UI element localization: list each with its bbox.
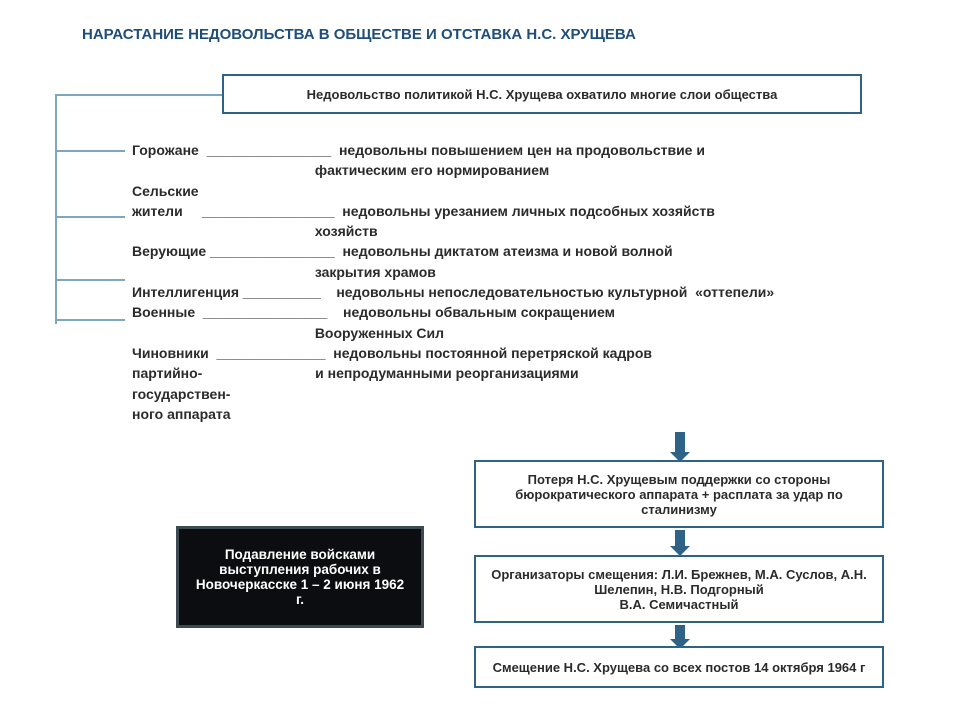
connector-top (55, 94, 222, 96)
connector-row-1 (55, 150, 125, 152)
arrow-down-icon (675, 625, 685, 639)
list-row: Военные ________________ недовольны обва… (132, 302, 902, 322)
list-row-cont: фактическим его нормированием (132, 160, 902, 180)
list-row: Верующие ________________ недовольны дик… (132, 241, 902, 261)
list-row: партийно- и непродуманными реорганизация… (132, 363, 902, 383)
list-row-cont: Вооруженных Сил (132, 323, 902, 343)
list-row: Интеллигенция __________ недовольны непо… (132, 282, 902, 302)
loss-support-box: Потеря Н.С. Хрущевым поддержки со сторон… (474, 460, 884, 528)
list-row: государствен- (132, 384, 902, 404)
connector-spine (55, 94, 57, 324)
list-row: Горожане ________________ недовольны пов… (132, 140, 902, 160)
arrow-down-icon (675, 432, 685, 452)
list-row: Чиновники ______________ недовольны пост… (132, 343, 902, 363)
organizers-box: Организаторы смещения: Л.И. Брежнев, М.А… (474, 555, 884, 623)
summary-box: Недовольство политикой Н.С. Хрущева охва… (222, 74, 862, 114)
connector-row-2 (55, 216, 125, 218)
groups-list: Горожане ________________ недовольны пов… (132, 140, 902, 424)
page-title: НАРАСТАНИЕ НЕДОВОЛЬСТВА В ОБЩЕСТВЕ И ОТС… (82, 26, 636, 43)
arrow-down-icon (675, 530, 685, 546)
list-row-cont: хозяйств (132, 221, 902, 241)
list-row: Сельские (132, 181, 902, 201)
list-row-cont: закрытия храмов (132, 262, 902, 282)
list-row: жители _________________ недовольны урез… (132, 201, 902, 221)
removal-box: Смещение Н.С. Хрущева со всех постов 14 … (474, 646, 884, 688)
connector-row-3 (55, 279, 125, 281)
list-row: ного аппарата (132, 404, 902, 424)
novocherkassk-box: Подавление войсками выступления рабочих … (176, 526, 424, 628)
connector-row-4 (55, 319, 125, 321)
